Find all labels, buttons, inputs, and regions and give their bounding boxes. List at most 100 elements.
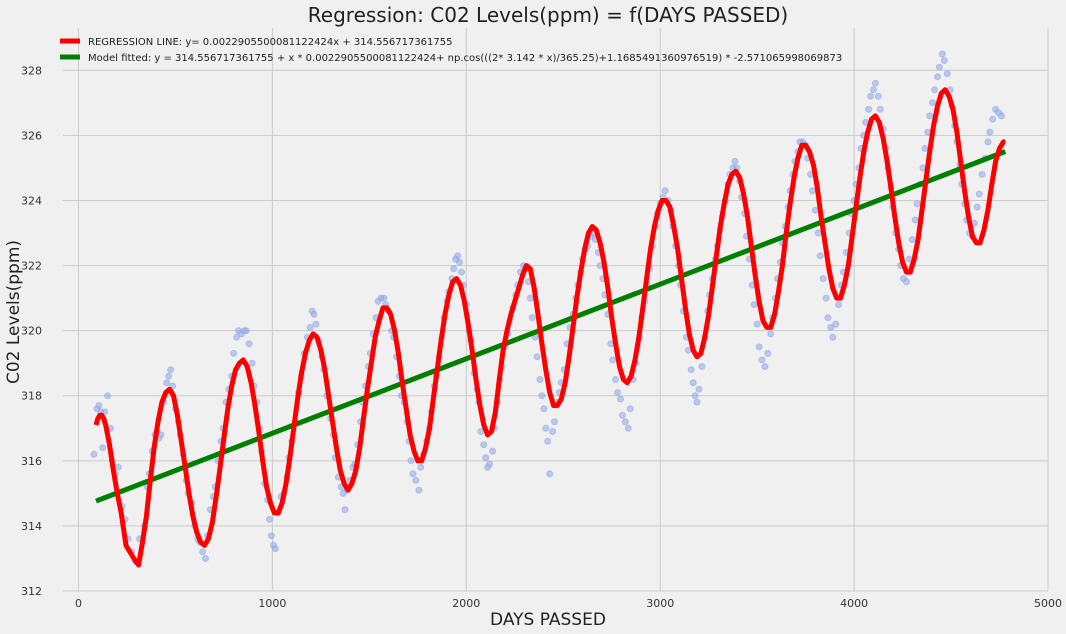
data-point <box>540 405 548 413</box>
data-point <box>935 63 943 71</box>
x-tick-label: 4000 <box>840 597 868 610</box>
data-point <box>267 532 275 540</box>
x-tick-label: 0 <box>75 597 82 610</box>
data-point <box>761 363 769 370</box>
y-tick-label: 326 <box>21 129 42 142</box>
grid <box>63 28 1049 592</box>
data-point <box>926 112 934 120</box>
data-point <box>546 470 554 478</box>
y-tick-label: 322 <box>21 260 42 273</box>
data-point <box>230 349 238 357</box>
data-point <box>412 476 420 484</box>
y-axis-label: C02 Levels(ppm) <box>4 240 24 384</box>
data-point <box>609 356 617 364</box>
y-tick-label: 312 <box>21 585 42 598</box>
data-point <box>931 86 939 94</box>
data-point <box>998 112 1005 120</box>
data-point <box>767 330 775 338</box>
data-point <box>549 428 557 435</box>
data-point <box>486 460 494 468</box>
y-tick-label: 324 <box>21 194 42 207</box>
data-point <box>687 366 695 374</box>
data-point <box>731 157 739 165</box>
data-point <box>99 444 107 452</box>
data-point <box>940 57 948 64</box>
data-point <box>202 555 209 562</box>
data-point <box>458 268 465 276</box>
data-point <box>695 385 703 393</box>
data-point <box>542 424 550 432</box>
data-point <box>533 353 541 361</box>
data-point <box>621 418 629 426</box>
data-point <box>526 294 534 302</box>
data-point <box>415 486 423 494</box>
x-tick-label: 1000 <box>258 597 286 610</box>
data-point <box>626 405 634 413</box>
data-point <box>489 447 496 455</box>
data-point <box>824 314 832 322</box>
data-point <box>816 252 824 260</box>
data-point <box>975 190 983 198</box>
data-point <box>407 457 415 465</box>
y-tick-label: 320 <box>21 325 42 338</box>
legend-label-fitted: Model fitted: y = 314.556717361755 + x *… <box>88 53 842 64</box>
data-point <box>165 372 173 380</box>
data-point <box>978 170 986 178</box>
data-point <box>482 454 490 462</box>
data-point <box>691 392 699 400</box>
data-point <box>306 323 314 331</box>
data-point <box>870 86 877 94</box>
y-tick-label: 318 <box>21 390 42 403</box>
data-point <box>693 398 701 406</box>
data-point <box>835 301 843 309</box>
data-point <box>808 187 816 195</box>
data-point <box>233 333 240 341</box>
data-point <box>551 418 558 426</box>
data-point <box>242 327 250 335</box>
data-point <box>528 314 536 322</box>
data-point <box>989 115 997 123</box>
data-point <box>908 236 916 243</box>
data-point <box>876 105 884 113</box>
data-point <box>614 389 621 396</box>
x-axis-label: DAYS PASSED <box>490 610 606 630</box>
data-point <box>921 144 929 152</box>
data-point <box>544 437 552 445</box>
data-point <box>617 395 624 403</box>
data-point <box>819 275 827 283</box>
y-tick-label: 314 <box>21 520 42 533</box>
data-point <box>480 441 488 449</box>
data-point <box>271 545 279 553</box>
x-tick-label: 2000 <box>452 597 480 610</box>
data-point <box>104 392 112 400</box>
data-point <box>341 506 349 514</box>
y-tick-label: 328 <box>21 64 42 77</box>
data-point <box>934 73 941 81</box>
data-point <box>245 340 253 348</box>
data-point <box>903 278 910 286</box>
data-point <box>755 343 763 351</box>
data-point <box>624 424 632 432</box>
x-tick-label: 5000 <box>1034 597 1062 610</box>
data-point <box>538 392 546 400</box>
data-point <box>984 138 992 146</box>
data-point <box>811 206 819 214</box>
data-point <box>764 349 772 357</box>
data-point <box>450 265 458 273</box>
model-fitted-line <box>93 87 1006 568</box>
data-point <box>865 105 873 113</box>
data-point <box>199 548 207 556</box>
data-point <box>409 470 417 478</box>
data-point <box>536 376 544 383</box>
data-point <box>167 366 175 374</box>
data-point <box>829 333 837 341</box>
legend: REGRESSION LINE: y= 0.002290550008112242… <box>60 37 842 64</box>
data-point <box>380 294 388 302</box>
tick-labels: 0 1000 2000 3000 4000 5000 312 314 316 318 320 322 3… <box>21 64 1062 610</box>
data-point <box>163 379 171 387</box>
data-point <box>248 359 256 367</box>
x-tick-label: 3000 <box>646 597 674 610</box>
data-point <box>689 379 697 387</box>
data-point <box>417 463 425 471</box>
